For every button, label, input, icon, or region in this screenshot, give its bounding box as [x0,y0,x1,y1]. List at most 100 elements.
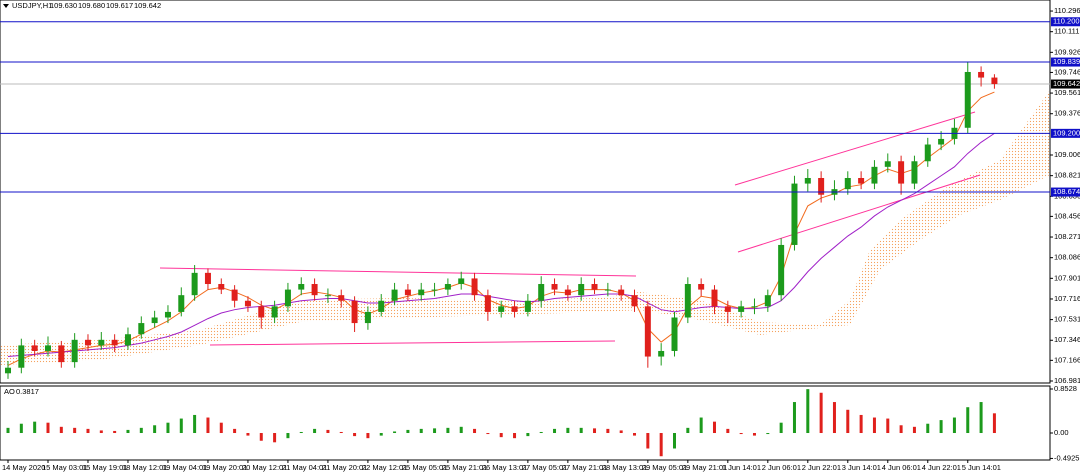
ao-bar [859,414,863,434]
x-tick-label: 22 May 12:01 [362,463,407,472]
candle-body [618,289,625,296]
ao-bar [979,402,983,434]
main-panel-border [0,0,1051,384]
ao-bar [366,433,370,439]
candle-body [324,295,331,297]
level-label: 109.839 [1053,57,1080,66]
candle-body [98,339,105,346]
indicator-name: AO [4,387,15,396]
ao-bar [752,433,756,436]
ao-bar [646,433,650,449]
ao-bar [952,417,956,434]
ao-bar [46,422,50,434]
candle-body [604,289,611,291]
ao-bar [513,433,517,439]
ao-bar [659,433,663,457]
x-tick-label: 1 Jun 14:01 [722,463,761,472]
candle-body [218,284,225,290]
level-label: 108.674 [1053,187,1080,196]
x-tick-label: 21 May 20:01 [322,463,367,472]
x-tick-label: 26 May 13:01 [482,463,527,472]
ao-bar [406,429,410,434]
candle-body [311,284,318,296]
candle-body [164,311,171,318]
ao-bar [459,426,463,434]
price-label-box [1051,79,1080,89]
ao-bar [593,428,597,434]
y-tick-label: 107.901 [1054,273,1080,282]
candle-body [764,295,771,307]
ao-bar [393,431,397,434]
level-label-box [1051,187,1080,197]
candle-body [271,306,278,318]
ao-bar [233,428,237,434]
candle-body [191,272,198,296]
candle-body [178,295,185,312]
x-tick-label: 2 Jun 06:01 [762,463,801,472]
ao-bar [126,429,130,434]
ao-bar [19,423,23,434]
ao-bar [739,433,743,435]
candle-body [524,300,531,312]
y-tick-label: 108.271 [1054,232,1080,241]
y-tick-label: 110.296 [1054,6,1080,15]
candle-body [391,289,398,301]
candle-body [511,306,518,312]
symbol: USDJPY,H1 [12,1,52,10]
ao-bar [566,427,570,434]
ao-bar [579,427,583,434]
x-tick-label: 20 May 12:01 [242,463,287,472]
candle-body [418,289,425,296]
candle-body [738,306,745,312]
indicator-tick-label: 0.8528 [1054,384,1077,393]
candle-body [204,272,211,285]
ao-bar [419,428,423,434]
indicator-panel-border [0,385,1051,461]
ao-bar [726,428,730,434]
ao-bar [313,428,317,434]
ao-bar [219,422,223,434]
candle-body [538,284,545,301]
candle-body [551,284,558,290]
ao-bar [166,422,170,434]
ao-bar [606,428,610,434]
candle-body [751,306,758,308]
ao-bar [553,428,557,434]
candle-body [631,295,638,307]
candle-body [31,345,38,351]
ao-bar [686,427,690,434]
x-tick-label: 3 Jun 14:01 [842,463,881,472]
ao-bar [886,418,890,434]
y-tick-label: 106.981 [1054,376,1080,385]
candle-body [898,161,905,184]
candle-body [378,300,385,312]
y-tick-label: 107.346 [1054,335,1080,344]
ao-bar [246,433,250,436]
ao-bar [699,417,703,434]
ao-bar [966,407,970,434]
ao-bar [673,433,676,449]
x-tick-label: 15 May 03:01 [42,463,87,472]
ao-bar [379,433,383,436]
candle-body [244,300,251,307]
candle-body [351,300,358,324]
x-tick-label: 5 Jun 14:01 [962,463,1001,472]
ao-bar [113,430,117,434]
candle-body [818,177,825,195]
y-tick-label: 107.166 [1054,355,1080,364]
y-tick-label: 108.456 [1054,211,1080,220]
x-tick-label: 15 May 19:01 [82,463,127,472]
candle-body [884,161,891,167]
candle-body [591,284,598,290]
ao-bar [912,426,916,434]
y-tick-label: 109.746 [1054,67,1080,76]
ao-bar [193,414,197,434]
level-label-box [1051,57,1080,67]
ao-bar [872,417,876,434]
ao-bar [499,433,503,438]
ichimoku-cloud [0,90,1050,365]
ao-bar [539,431,543,434]
x-tick-label: 21 May 04:01 [282,463,327,472]
indicator-tick-label: 0.00 [1054,428,1069,437]
